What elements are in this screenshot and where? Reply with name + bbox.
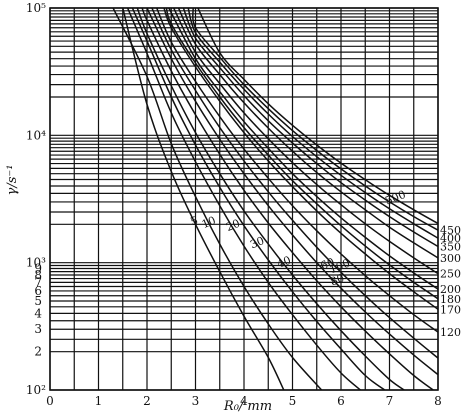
- y-decade-label: 10⁵: [26, 1, 46, 15]
- curve-400: [187, 8, 438, 239]
- curve-300: [177, 8, 438, 259]
- y-axis-title: γ/s⁻¹: [5, 165, 20, 196]
- curve-label-180: 180: [440, 293, 461, 306]
- y-minor-label: 3: [34, 322, 42, 336]
- y-decade-label: 10³: [26, 256, 46, 270]
- curve-label-80: 80: [328, 271, 346, 288]
- curve-60: [141, 8, 434, 390]
- x-tick-label: 5: [289, 394, 297, 408]
- y-decade-label: 10⁴: [26, 128, 46, 142]
- curve-label-10: 10: [200, 214, 218, 231]
- curves: [112, 8, 438, 390]
- curve-170: [163, 8, 438, 310]
- y-minor-label: 4: [34, 306, 42, 320]
- curve-350: [182, 8, 438, 248]
- x-tick-label: 0: [46, 394, 54, 408]
- curve-450: [192, 8, 438, 231]
- curve-180: [165, 8, 438, 300]
- x-tick-label: 3: [192, 394, 200, 408]
- y-decade-label: 10²: [26, 383, 46, 397]
- curve-label-450: 450: [440, 224, 461, 237]
- curve-label-400: 400: [440, 232, 461, 245]
- curve-label-120: 120: [440, 326, 461, 339]
- y-minor-label: 9: [34, 261, 42, 275]
- x-tick-label: 1: [95, 394, 103, 408]
- curve-label-40: 40: [275, 254, 293, 271]
- x-tick-label: 6: [337, 394, 345, 408]
- curve-label-300: 300: [440, 252, 461, 265]
- plot-frame: [49, 7, 439, 391]
- y-minor-label: 7: [34, 275, 42, 289]
- curve-500: [197, 8, 438, 225]
- curve-label-30: 30: [248, 234, 266, 251]
- curve-200: [168, 8, 438, 290]
- curve-120: [156, 8, 438, 333]
- curve-label-20: 20: [224, 217, 242, 234]
- curve-label-5: 5: [189, 214, 200, 229]
- y-minor-label: 5: [34, 294, 42, 308]
- x-tick-label: 2: [143, 394, 151, 408]
- curve-label-350: 350: [440, 240, 461, 253]
- y-minor-label: 2: [34, 345, 42, 359]
- curve-250: [173, 8, 438, 275]
- curve-label-250: 250: [440, 268, 461, 281]
- x-tick-label: 4: [240, 394, 248, 408]
- y-minor-label: 8: [34, 268, 42, 282]
- curve-label-60: 60: [319, 255, 337, 272]
- curve-30: [131, 8, 386, 390]
- curve-label-170: 170: [440, 303, 461, 316]
- curve-100: [151, 8, 438, 359]
- grid: [49, 7, 439, 391]
- x-tick-label: 7: [386, 394, 394, 408]
- curve-label-200: 200: [440, 283, 461, 296]
- curve-40: [136, 8, 405, 390]
- curve-5: [122, 8, 285, 390]
- curve-20: [126, 8, 361, 390]
- x-axis-title: R₀/ mm: [223, 399, 272, 414]
- x-tick-label: 8: [434, 394, 442, 408]
- y-minor-label: 6: [34, 284, 42, 298]
- curve-80: [146, 8, 438, 376]
- curve-10: [112, 8, 323, 390]
